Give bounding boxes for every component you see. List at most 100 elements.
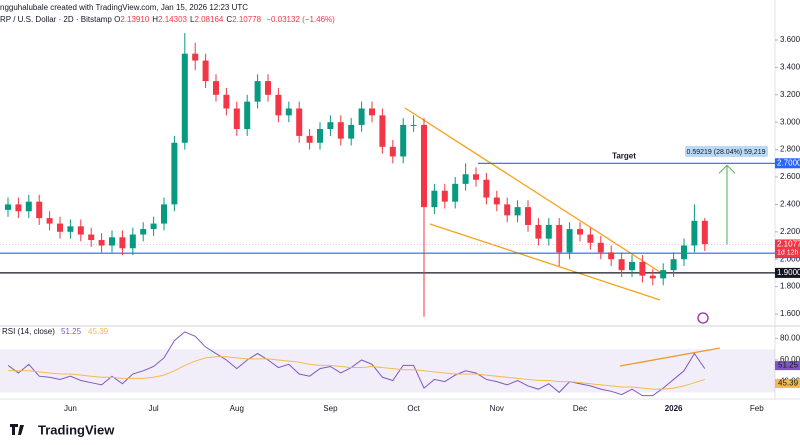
candle-body	[67, 226, 74, 232]
candle-body	[296, 108, 303, 136]
measure-arrowhead	[718, 164, 736, 174]
rsi-line	[7, 331, 706, 397]
candle-body	[77, 226, 84, 235]
candle-body	[348, 124, 355, 139]
ohlc-value: 2.13910	[120, 15, 150, 24]
rsi-title: RSI (14, close)	[2, 327, 55, 336]
candle-body	[389, 146, 396, 157]
y-tick-label: 60.00	[780, 355, 800, 364]
logo: TradingView	[38, 422, 115, 437]
candle-body	[25, 201, 32, 212]
ohlc: O2.13910 H2.14303 L2.08164 C2.10778	[114, 15, 264, 24]
price-tag	[775, 267, 800, 278]
candle-body	[441, 190, 448, 202]
candle-body	[275, 94, 282, 116]
x-tick-label: Sep	[323, 404, 338, 413]
rsi-band	[0, 349, 775, 393]
candle-body	[233, 108, 240, 130]
candle-body	[597, 242, 604, 253]
candle-body	[140, 229, 147, 235]
candle-body	[202, 60, 209, 82]
ohlc-key: C	[226, 15, 233, 24]
x-tick-label: Jun	[64, 404, 77, 413]
candle-body	[109, 237, 115, 246]
candle-body	[410, 124, 417, 126]
price-tag-label: 1.9000	[777, 268, 800, 277]
candle-body	[670, 259, 677, 271]
y-tick-label: 2.2000	[780, 227, 800, 236]
x-tick-label: 2026	[665, 404, 683, 413]
legend-value: 51.25	[61, 327, 82, 336]
candle-body	[660, 270, 667, 279]
rsi-tag	[775, 378, 800, 388]
candle-body	[254, 81, 261, 102]
y-tick-label: 2.6000	[780, 172, 800, 181]
candle-body	[649, 275, 656, 279]
candle-body	[577, 229, 583, 235]
candle-body	[462, 174, 469, 184]
y-tick-label: 3.6000	[780, 35, 800, 44]
y-tick-label: 2.8000	[780, 145, 800, 154]
candle-body	[483, 179, 490, 198]
candle-body	[36, 201, 43, 219]
candle-body	[691, 220, 698, 246]
y-tick-label: 2.0000	[780, 254, 800, 263]
candle-body	[171, 142, 178, 205]
candle-body	[285, 108, 292, 116]
candle-body	[244, 101, 251, 130]
trendline	[404, 107, 664, 275]
x-tick-label: Aug	[230, 404, 244, 413]
x-tick-label: Dec	[573, 404, 587, 413]
candle-body	[400, 124, 407, 157]
candle-body	[129, 234, 136, 249]
ohlc-value: 2.14303	[158, 15, 187, 24]
logo-icon	[10, 424, 24, 435]
candle-body	[473, 174, 479, 180]
candle-body	[5, 204, 11, 210]
candle-body	[57, 223, 63, 232]
x-tick-label: Oct	[407, 404, 420, 413]
target-label: Target	[612, 151, 636, 160]
change: −0.03132 (−1.46%)	[266, 15, 335, 24]
ohlc-key: O	[114, 15, 121, 24]
ohlc-key: H	[152, 15, 159, 24]
price-tag	[775, 158, 800, 169]
legend-value: 45.39	[88, 327, 109, 336]
candle-body	[535, 224, 542, 239]
candle-body	[545, 224, 552, 239]
candle-body	[493, 197, 500, 205]
candle-body	[525, 207, 531, 225]
candle-body	[431, 190, 438, 208]
candle-body	[587, 234, 594, 243]
candle-body	[46, 218, 53, 224]
icon	[697, 312, 709, 324]
ohlc-value: 2.08164	[194, 15, 224, 24]
candle-body	[223, 94, 230, 109]
candle-body	[639, 261, 646, 276]
candle-body	[15, 204, 22, 212]
candle-body	[701, 220, 708, 245]
y-tick-label: 1.6000	[780, 309, 800, 318]
credit: ngguhalubale created with TradingView.co…	[0, 3, 249, 12]
y-tick-label: 2.4000	[780, 200, 800, 209]
candle-body	[556, 224, 563, 253]
y-tick-label: 1.8000	[780, 282, 800, 291]
candle-body	[181, 53, 188, 143]
candle-body	[514, 207, 521, 216]
candle-body	[306, 135, 313, 143]
rsi-tag-label: 51.25	[778, 361, 799, 370]
symbol: RP / U.S. Dollar · 2D · Bitstamp	[0, 15, 112, 24]
candle-body	[337, 122, 344, 139]
x-tick-label: Feb	[750, 404, 764, 413]
candle-body	[327, 122, 334, 130]
candle-body	[379, 115, 386, 147]
symbol-bar: RP / U.S. Dollar · 2D · Bitstamp O2.1391…	[0, 15, 335, 24]
candle-body	[629, 261, 635, 271]
y-tick-label: 80.00	[780, 334, 800, 343]
price-tag-label: 2.1077	[777, 240, 800, 249]
candle-body	[681, 245, 687, 260]
price-tag-label: 2.7000	[777, 158, 800, 167]
x-tick-label: Nov	[490, 404, 504, 413]
